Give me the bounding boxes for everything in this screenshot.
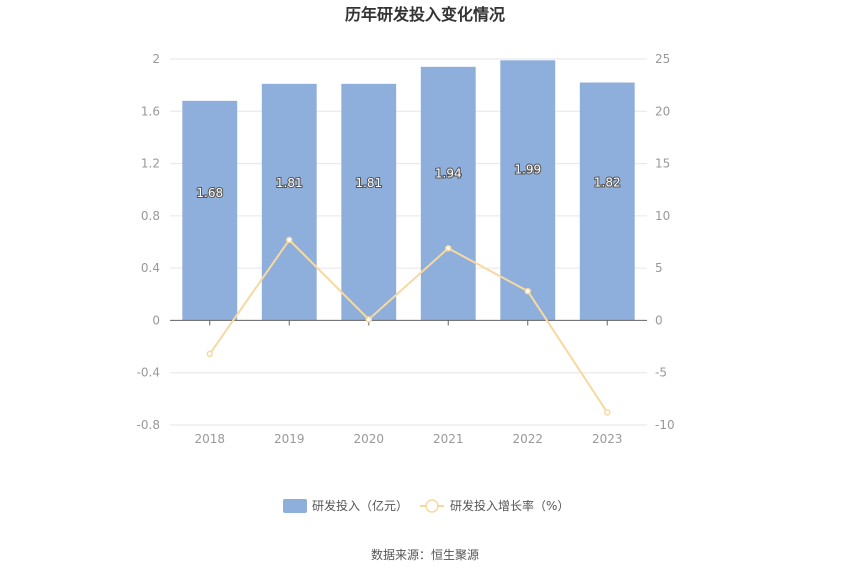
grid-layer <box>170 58 647 426</box>
y-left-tick-label: 0.8 <box>141 209 160 223</box>
legend-item-rd-growth[interactable]: 研发投入增长率（%） <box>420 498 569 513</box>
y-left-tick-label: 2 <box>152 52 160 66</box>
left-axis: -0.8 -0.4 0 0.4 0.8 1.2 1.6 2 <box>137 52 160 432</box>
source-text: 数据来源：恒生聚源 <box>371 547 479 562</box>
y-right-tick-label: 25 <box>655 52 670 66</box>
right-axis: -10 -5 0 5 10 15 20 25 <box>655 52 675 432</box>
y-right-tick-label: 10 <box>655 209 670 223</box>
legend-line-marker <box>425 499 439 513</box>
y-left-tick-label: -0.8 <box>137 418 160 432</box>
bar-2020[interactable] <box>341 83 397 321</box>
y-left-tick-label: -0.4 <box>137 366 160 380</box>
x-tick-label: 2021 <box>433 432 464 446</box>
growth-point-2019[interactable] <box>286 236 293 244</box>
bar-2018[interactable] <box>182 100 238 321</box>
line-layer <box>206 236 611 416</box>
y-right-tick-label: 20 <box>655 104 670 118</box>
legend-label-rd-growth: 研发投入增长率（%） <box>450 498 569 513</box>
bar-value-label: 1.82 <box>594 175 621 189</box>
bar-2023[interactable] <box>579 82 635 321</box>
growth-rate-line <box>208 238 609 413</box>
legend-label-rd-investment: 研发投入（亿元） <box>312 498 408 513</box>
legend-bar-swatch <box>283 499 307 513</box>
legend: 研发投入（亿元） 研发投入增长率（%） <box>283 498 569 513</box>
y-left-tick-label: 1.6 <box>141 104 160 118</box>
y-right-tick-label: -10 <box>655 418 675 432</box>
x-tick-label: 2020 <box>353 432 384 446</box>
y-right-tick-label: -5 <box>655 366 667 380</box>
bar-value-label: 1.81 <box>355 176 382 190</box>
y-right-tick-label: 5 <box>655 261 663 275</box>
growth-point-2022[interactable] <box>524 287 531 295</box>
x-tick-label: 2022 <box>512 432 543 446</box>
bar-value-label: 1.81 <box>276 176 303 190</box>
y-right-tick-label: 0 <box>655 313 663 327</box>
growth-point-2020[interactable] <box>365 316 372 323</box>
bar-value-label: 1.68 <box>196 186 223 200</box>
x-tick-label: 2018 <box>194 432 225 446</box>
chart-title: 历年研发投入变化情况 <box>345 5 505 24</box>
bar-2019[interactable] <box>261 83 317 321</box>
y-right-tick-label: 15 <box>655 157 670 171</box>
legend-item-rd-investment[interactable]: 研发投入（亿元） <box>283 498 408 513</box>
bar-2021[interactable] <box>420 66 476 321</box>
bar-value-label: 1.99 <box>514 163 541 177</box>
x-axis: 2018 2019 2020 2021 2022 2023 <box>194 320 623 446</box>
bar-2022[interactable] <box>500 60 556 321</box>
growth-point-2023[interactable] <box>604 409 611 416</box>
y-left-tick-label: 0.4 <box>141 261 160 275</box>
x-tick-label: 2023 <box>592 432 623 446</box>
growth-point-2018[interactable] <box>206 350 213 358</box>
y-left-tick-label: 1.2 <box>141 157 160 171</box>
x-tick-label: 2019 <box>274 432 305 446</box>
growth-point-2021[interactable] <box>445 245 452 252</box>
bar-labels-layer: 1.68 1.81 1.81 1.94 1.99 1.82 <box>195 162 621 202</box>
bar-value-label: 1.94 <box>435 166 462 180</box>
bars-layer <box>182 60 635 321</box>
y-left-tick-label: 0 <box>152 313 160 327</box>
